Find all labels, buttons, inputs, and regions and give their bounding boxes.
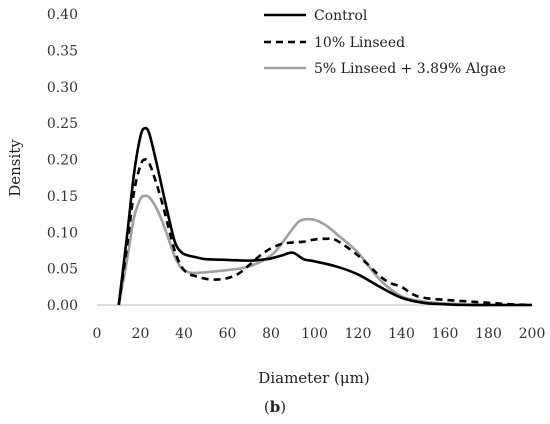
x-tick-label: 100 — [301, 326, 328, 342]
y-tick-label: 0.05 — [47, 262, 78, 278]
legend-label-2: 5% Linseed + 3.89% Algae — [314, 61, 506, 77]
y-tick-label: 0.30 — [47, 80, 78, 96]
y-tick-label: 0.10 — [47, 225, 78, 241]
y-tick-label: 0.25 — [47, 116, 78, 132]
x-tick-label: 40 — [175, 326, 193, 342]
legend: Control 10% Linseed 5% Linseed + 3.89% Alg… — [264, 8, 506, 77]
x-tick-label: 180 — [475, 326, 502, 342]
x-tick-label: 20 — [132, 326, 150, 342]
y-tick-label: 0.40 — [47, 7, 78, 23]
y-tick-label: 0.20 — [47, 153, 78, 169]
y-tick-label: 0.00 — [47, 298, 78, 314]
series-lines — [117, 126, 533, 307]
x-axis-title: Diameter (μm) — [258, 369, 369, 387]
x-tick-label: 140 — [388, 326, 415, 342]
caption-close: ) — [280, 398, 287, 416]
series-line-1 — [117, 158, 533, 307]
x-tick-label: 60 — [219, 326, 237, 342]
x-tick-label: 80 — [262, 326, 280, 342]
caption-open: ( — [263, 398, 270, 416]
caption-label: b — [269, 398, 281, 416]
y-tick-label: 0.15 — [47, 189, 78, 205]
legend-label-1: 10% Linseed — [314, 35, 405, 51]
x-tick-label: 0 — [93, 326, 102, 342]
series-line-0 — [117, 126, 532, 307]
x-tick-label: 120 — [345, 326, 372, 342]
legend-label-0: Control — [314, 8, 368, 24]
y-axis-ticks: 0.00 0.05 0.10 0.15 0.20 0.25 0.30 0.35 0.40 — [47, 7, 78, 314]
figure-caption: (b) — [0, 398, 550, 416]
y-tick-label: 0.35 — [47, 43, 78, 59]
x-tick-label: 200 — [519, 326, 546, 342]
x-axis-ticks: 0 20 40 60 80 100 120 140 160 180 200 — [93, 326, 546, 342]
y-axis-title: Density — [6, 139, 24, 197]
x-tick-label: 160 — [432, 326, 459, 342]
